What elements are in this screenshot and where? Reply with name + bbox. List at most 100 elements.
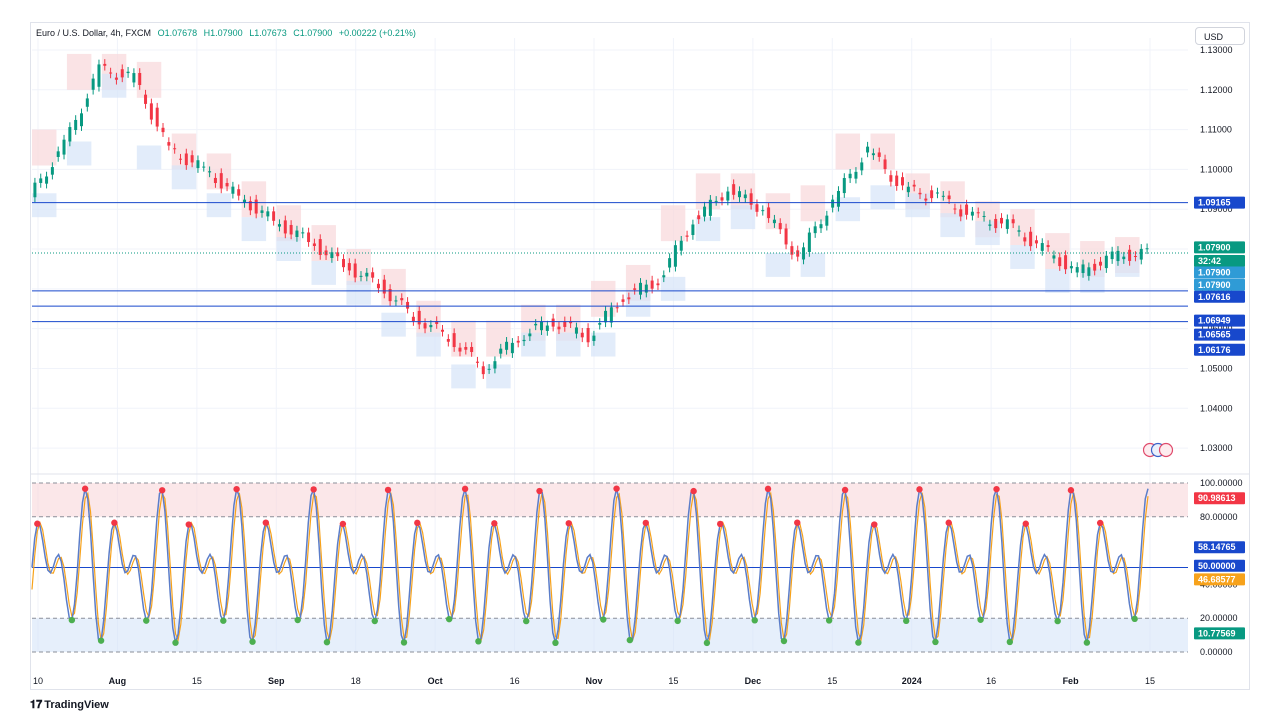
sell-signal-dot [536, 487, 543, 495]
candle-body [638, 282, 642, 295]
candle-body [790, 246, 794, 255]
candle-body [551, 318, 555, 327]
candle-body [836, 190, 840, 207]
time-tick-label: 15 [192, 676, 202, 686]
price-tick-label: 1.05000 [1200, 363, 1233, 373]
candle-body [848, 173, 852, 179]
candle-body [662, 275, 666, 278]
candle-body [737, 191, 741, 198]
events-flags-icon[interactable] [1140, 442, 1176, 458]
oscillator-tick-label: 20.00000 [1200, 613, 1238, 623]
candle-body [1116, 250, 1120, 262]
buy-signal-dot [249, 638, 256, 645]
sell-signal-dot [1067, 487, 1075, 494]
demand-zone [381, 312, 406, 337]
candle-body [1034, 240, 1038, 244]
open-value: O1.07678 [157, 28, 198, 38]
supply-zone [835, 133, 861, 170]
candle-body [895, 175, 899, 186]
time-tick-label: 2024 [902, 676, 922, 686]
price-tag [1194, 328, 1245, 341]
candle-body [411, 316, 415, 322]
candle-body [615, 307, 619, 309]
candle-body [138, 72, 142, 86]
candle-body [545, 325, 549, 331]
demand-zone [136, 145, 162, 170]
buy-signal-dot [825, 617, 833, 624]
candle-body [621, 299, 625, 302]
oscillator-tag [1194, 541, 1245, 554]
buy-signal-dot [552, 639, 559, 647]
candle-body [149, 103, 153, 120]
candle-body [714, 200, 718, 202]
candle-body [633, 288, 637, 290]
candle-body [1046, 245, 1050, 248]
sell-signal-dot [565, 520, 572, 527]
buy-signal-dot [1131, 615, 1138, 623]
candle-body [825, 215, 829, 226]
time-tick-label: Feb [1063, 676, 1080, 686]
oscillator-tag-label: 90.98613 [1198, 493, 1236, 503]
tradingview-logo[interactable]: 𝟏𝟕 TradingView [30, 698, 109, 712]
candle-body [231, 186, 235, 194]
candle-body [516, 340, 520, 343]
candle-body [272, 211, 276, 221]
candle-body [761, 210, 765, 212]
demand-zone [276, 237, 302, 261]
candle-body [39, 178, 43, 183]
oscillator-tag-label: 10.77569 [1198, 628, 1236, 638]
demand-zone [940, 213, 965, 238]
time-tick-label: Nov [585, 676, 602, 686]
candle-body [1000, 217, 1004, 224]
candle-body [283, 220, 287, 234]
candle-body [475, 361, 479, 363]
demand-zone [451, 364, 476, 389]
price-tag-label: 1.07900 [1198, 242, 1231, 252]
demand-zone [870, 185, 895, 210]
candle-body [45, 176, 49, 184]
candle-body [813, 226, 817, 234]
oversold-zone [32, 618, 1188, 652]
price-tick-label: 1.13000 [1200, 45, 1233, 55]
candle-body [528, 333, 532, 337]
candle-body [970, 211, 974, 216]
candle-body [889, 175, 893, 182]
candle-body [365, 272, 369, 277]
sell-signal-dot [111, 519, 118, 526]
candle-body [988, 224, 992, 226]
candle-body [56, 151, 60, 157]
buy-signal-dot [68, 616, 76, 624]
candle-body [312, 243, 316, 247]
sell-signal-dot [613, 485, 620, 492]
tradingview-mark-icon: 𝟏𝟕 [30, 698, 43, 711]
buy-signal-dot [323, 638, 331, 646]
candle-body [213, 177, 217, 184]
candle-body [190, 155, 194, 163]
candle-body [301, 232, 305, 234]
buy-signal-dot [220, 617, 227, 624]
candle-body [481, 366, 485, 375]
currency-button[interactable]: USD [1195, 27, 1245, 45]
candle-body [720, 197, 724, 201]
candle-body [959, 209, 963, 217]
sell-signal-dot [310, 486, 317, 493]
price-tag [1194, 343, 1245, 356]
price-tag [1194, 266, 1245, 279]
supply-zone [32, 129, 57, 166]
demand-zone [765, 252, 791, 277]
candle-body [1075, 267, 1079, 273]
overbought-zone [32, 483, 1188, 517]
time-tick-label: 15 [827, 676, 837, 686]
candle-body [598, 323, 602, 325]
candle-body [1145, 248, 1149, 250]
buy-signal-dot [371, 617, 378, 625]
candle-body [289, 224, 293, 235]
candle-body [109, 72, 113, 74]
price-tick-label: 1.04000 [1200, 403, 1233, 413]
demand-zone [625, 292, 651, 317]
candle-body [860, 162, 864, 171]
candle-body [930, 190, 934, 199]
candle-body [650, 280, 654, 289]
buy-signal-dot [626, 636, 634, 644]
